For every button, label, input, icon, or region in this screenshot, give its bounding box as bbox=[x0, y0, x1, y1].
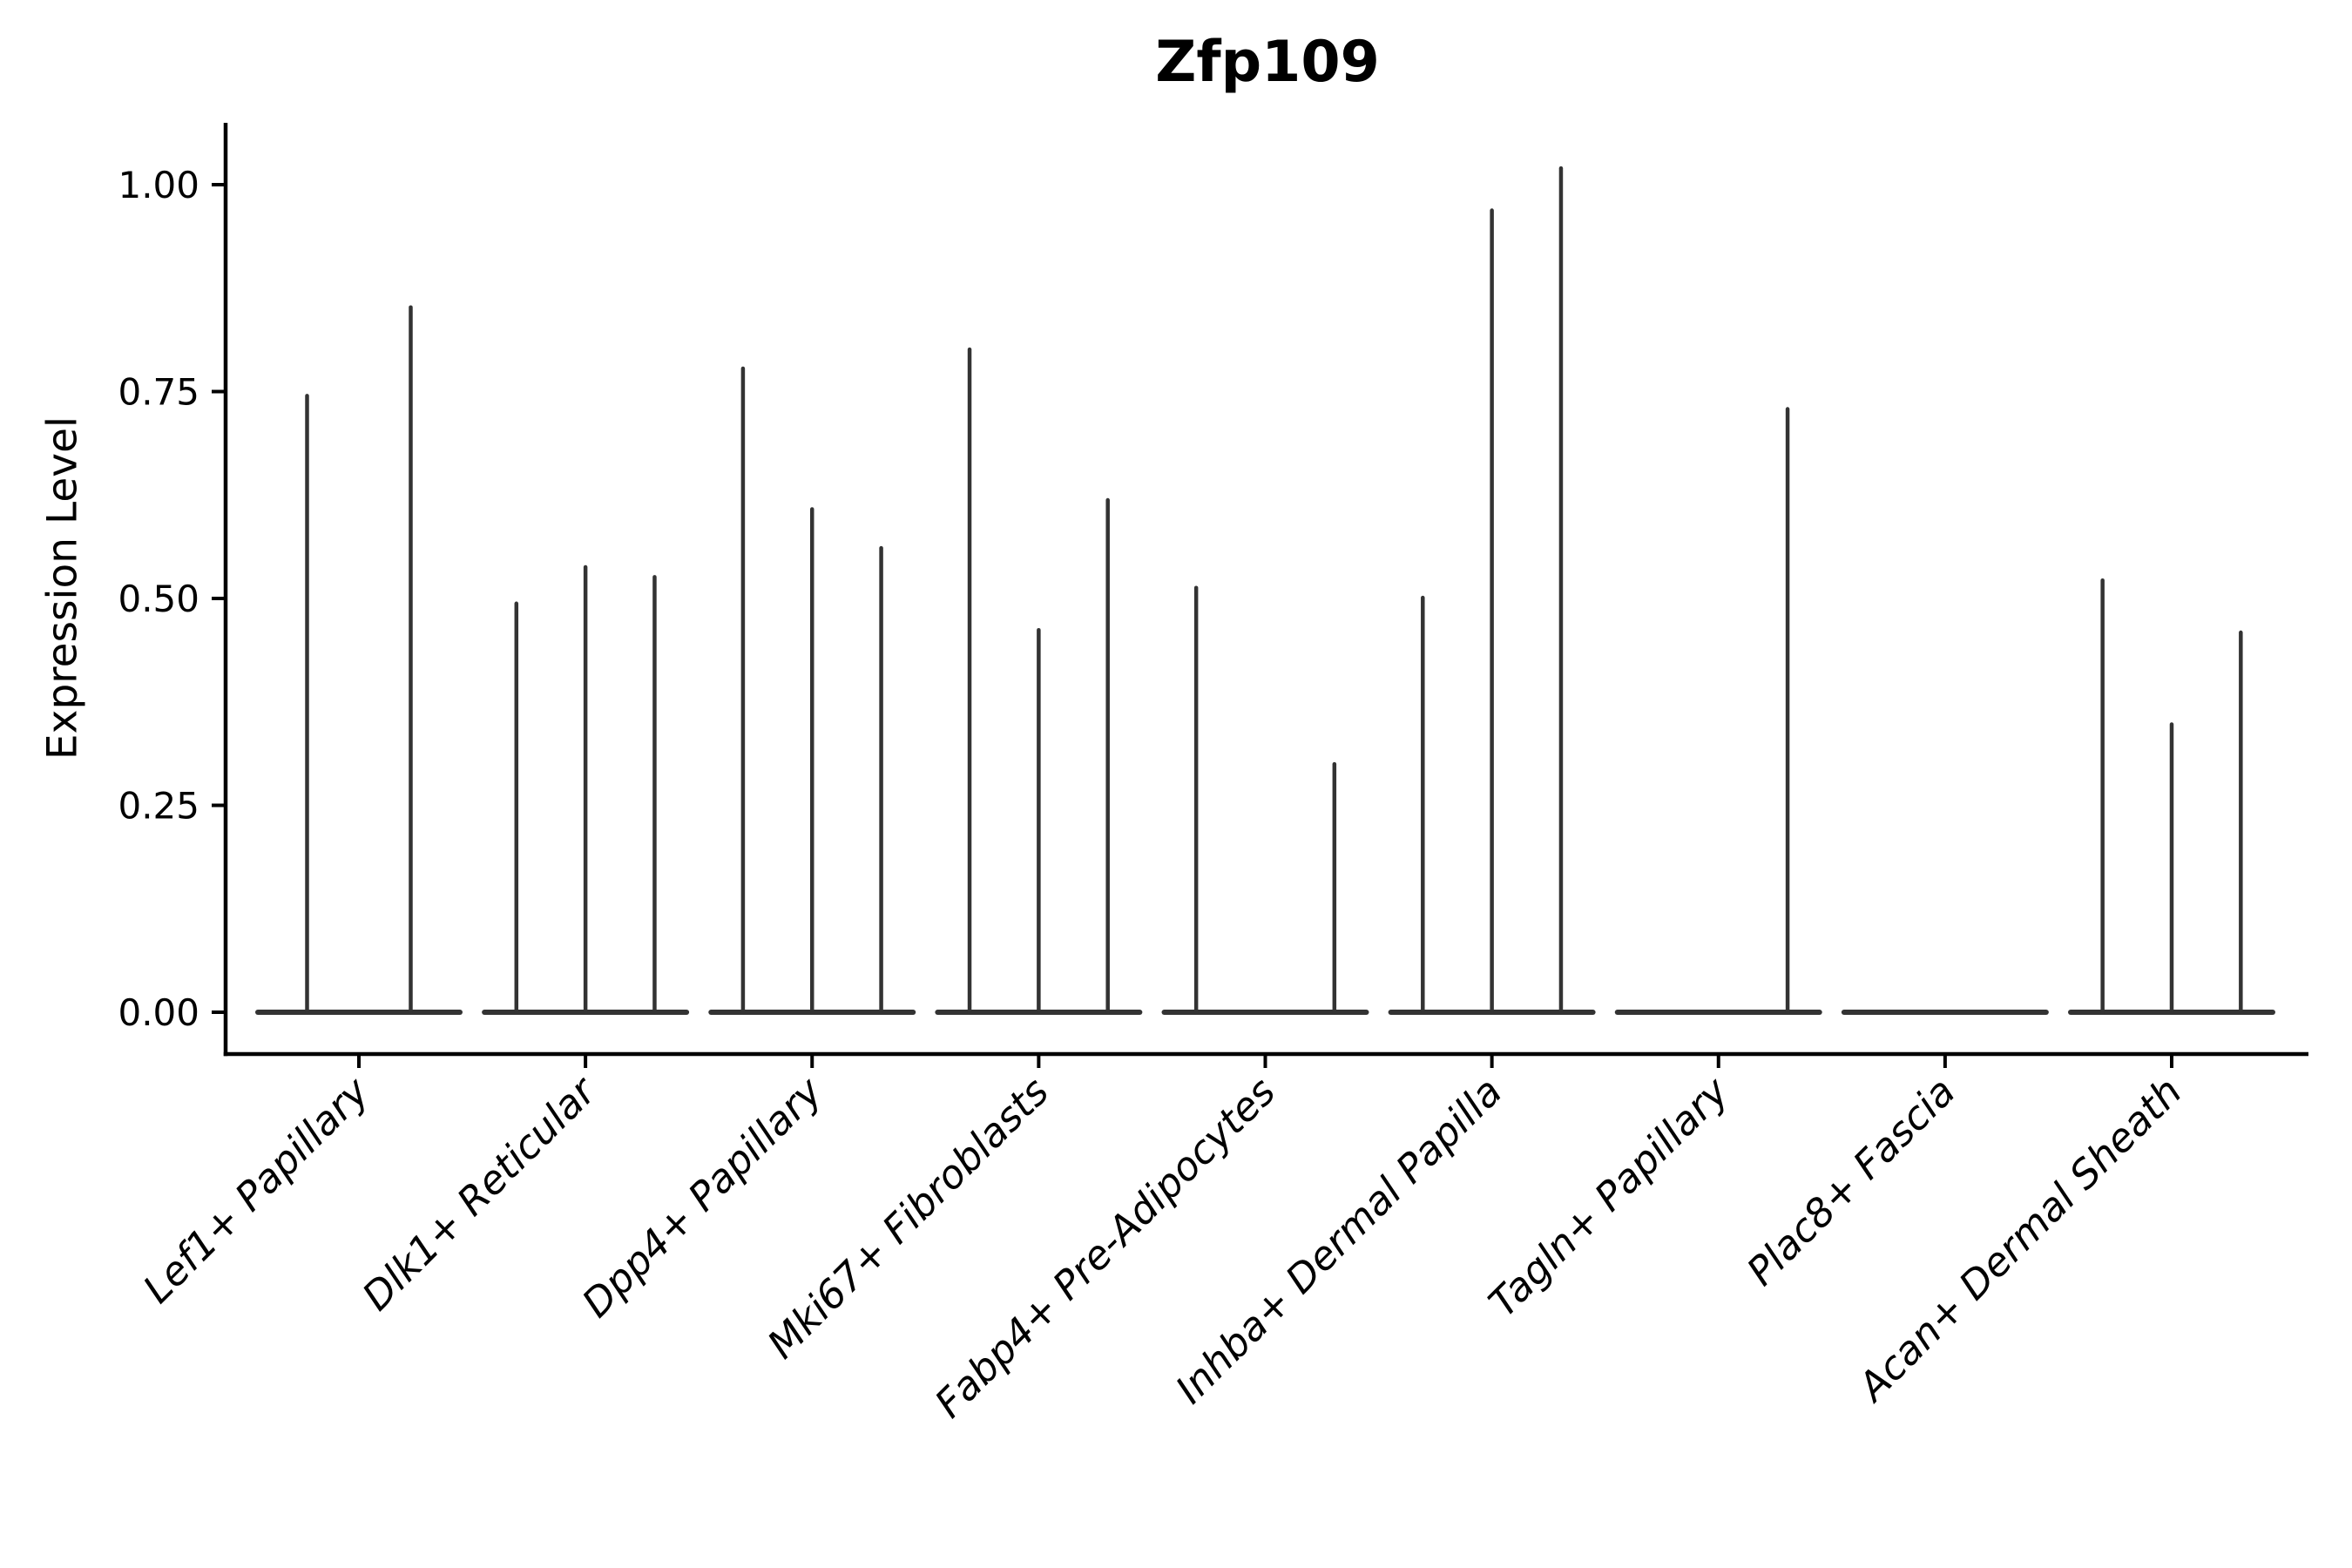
x-tick-label: Dpp4+ Papillary bbox=[573, 1067, 832, 1326]
x-tick-label: Lef1+ Papillary bbox=[134, 1067, 379, 1312]
chart-title: Zfp109 bbox=[1155, 30, 1380, 95]
y-tick-label: 1.00 bbox=[118, 164, 199, 206]
x-tick-label: Plac8+ Fascia bbox=[1738, 1068, 1964, 1294]
x-tick-label: Tagln+ Papillary bbox=[1480, 1067, 1739, 1326]
y-tick-label: 0.75 bbox=[118, 371, 199, 414]
y-tick-label: 0.00 bbox=[118, 991, 199, 1034]
x-tick-label: Dlk1+ Reticular bbox=[354, 1067, 606, 1320]
y-tick-label: 0.50 bbox=[118, 578, 199, 620]
y-tick-label: 0.25 bbox=[118, 785, 199, 828]
